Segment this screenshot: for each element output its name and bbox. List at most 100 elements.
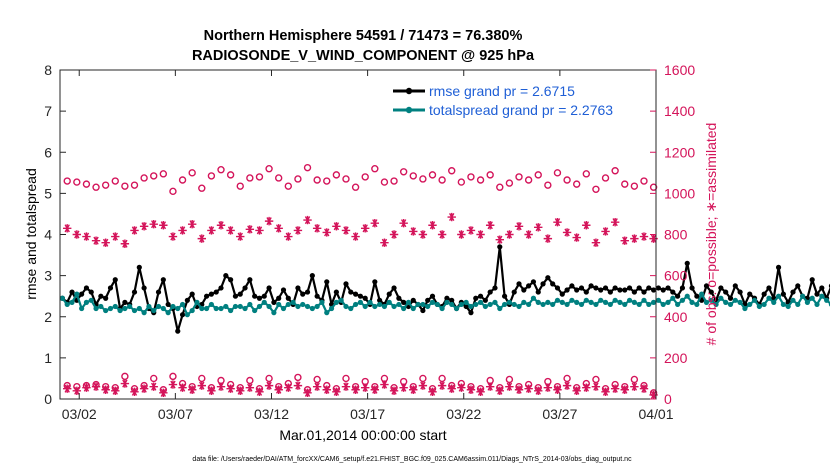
- obs-assimilated-point: [216, 221, 226, 230]
- obs-assimilated-point: [553, 385, 562, 394]
- rmse-point: [612, 285, 618, 291]
- rmse-point: [352, 291, 359, 297]
- spread-point: [328, 305, 335, 312]
- spread-point: [554, 297, 561, 303]
- y-left-tick-label: 7: [44, 103, 52, 119]
- obs-assimilated-point: [582, 221, 591, 230]
- rmse-point: [487, 289, 493, 295]
- rmse-point: [511, 289, 517, 295]
- obs-possible-point: [399, 168, 408, 176]
- obs-possible-point: [63, 177, 71, 185]
- rmse-point: [626, 285, 633, 291]
- obs-assimilated-point: [303, 388, 312, 398]
- rmse-point: [218, 285, 224, 291]
- rmse-point: [819, 285, 825, 291]
- y-right-tick-label: 1200: [664, 144, 695, 160]
- obs-possible-point: [448, 167, 456, 175]
- spread-point: [578, 301, 585, 308]
- spread-point: [223, 303, 229, 310]
- spread-point: [723, 299, 729, 305]
- obs-assimilated-point: [284, 232, 293, 241]
- rmse-point: [679, 285, 686, 291]
- rmse-point: [497, 244, 503, 250]
- spread-point: [208, 301, 215, 308]
- rmse-point: [468, 310, 474, 316]
- spread-point: [160, 305, 166, 312]
- y-left-axis-label: rmse and totalspread: [23, 168, 39, 300]
- spread-point: [343, 303, 349, 310]
- spread-point: [439, 305, 445, 312]
- rmse-point: [583, 289, 589, 295]
- obs-assimilated-point: [159, 388, 168, 398]
- rmse-point: [252, 293, 258, 299]
- obs-assimilated-point: [226, 384, 235, 393]
- rmse-point: [501, 293, 508, 299]
- obs-assimilated-point: [264, 381, 274, 390]
- obs-assimilated-point: [505, 230, 514, 239]
- obs-assimilated-point: [216, 382, 226, 391]
- rmse-point: [473, 295, 479, 301]
- obs-assimilated-point: [409, 385, 418, 394]
- obs-assimilated-point: [418, 230, 428, 239]
- obs-assimilated-point: [293, 381, 303, 390]
- obs-possible-point: [515, 173, 523, 181]
- spread-point: [771, 299, 777, 305]
- spread-point: [679, 297, 686, 303]
- spread-point: [473, 301, 479, 308]
- obs-possible-point: [159, 170, 168, 178]
- obs-assimilated-point: [370, 385, 380, 394]
- rmse-point: [559, 291, 565, 297]
- spread-point: [93, 305, 99, 312]
- rmse-point: [175, 328, 181, 334]
- obs-assimilated-point: [466, 226, 476, 235]
- rmse-point: [391, 285, 397, 291]
- obs-possible-point: [524, 176, 533, 184]
- obs-possible-point: [284, 182, 293, 190]
- obs-assimilated-point: [332, 387, 341, 397]
- obs-assimilated-point: [476, 387, 485, 397]
- rmse-point: [780, 291, 786, 297]
- rmse-point: [602, 285, 609, 291]
- spread-point: [482, 303, 488, 310]
- y-left-tick-label: 6: [44, 144, 52, 160]
- obs-assimilated-point: [130, 387, 139, 397]
- rmse-point: [574, 287, 580, 293]
- obs-possible-point: [640, 177, 648, 185]
- rmse-point: [429, 293, 436, 299]
- obs-possible-point: [294, 373, 302, 382]
- spread-point: [429, 299, 436, 305]
- rmse-point: [449, 297, 455, 303]
- obs-possible-point: [371, 164, 379, 173]
- spread-point: [386, 299, 392, 305]
- obs-assimilated-point: [82, 383, 91, 392]
- obs-possible-point: [486, 171, 494, 179]
- rmse-point: [276, 295, 282, 301]
- rmse-point: [684, 260, 690, 266]
- obs-assimilated-point: [380, 238, 389, 247]
- obs-assimilated-point: [207, 226, 216, 235]
- obs-possible-point: [582, 170, 591, 178]
- obs-assimilated-point: [514, 385, 524, 394]
- rmse-point: [271, 299, 277, 305]
- rmse-point: [160, 277, 166, 283]
- obs-assimilated-point: [485, 221, 495, 230]
- spread-point: [252, 307, 258, 314]
- obs-possible-point: [236, 182, 244, 190]
- spread-point: [415, 301, 421, 308]
- spread-point: [79, 305, 85, 312]
- obs-possible-point: [553, 169, 562, 177]
- obs-assimilated-point: [63, 384, 72, 393]
- rmse-point: [641, 289, 647, 295]
- obs-possible-point: [140, 174, 148, 182]
- rmse-point: [809, 277, 815, 283]
- legend-spread-marker: [405, 106, 413, 114]
- spread-point: [655, 297, 662, 303]
- rmse-point: [694, 293, 700, 299]
- spread-point: [237, 303, 243, 310]
- obs-possible-point: [73, 178, 81, 186]
- spread-point: [641, 297, 647, 303]
- spread-point: [300, 301, 306, 308]
- obs-possible-point: [351, 183, 360, 191]
- obs-assimilated-point: [245, 225, 255, 234]
- obs-assimilated-point: [572, 386, 581, 395]
